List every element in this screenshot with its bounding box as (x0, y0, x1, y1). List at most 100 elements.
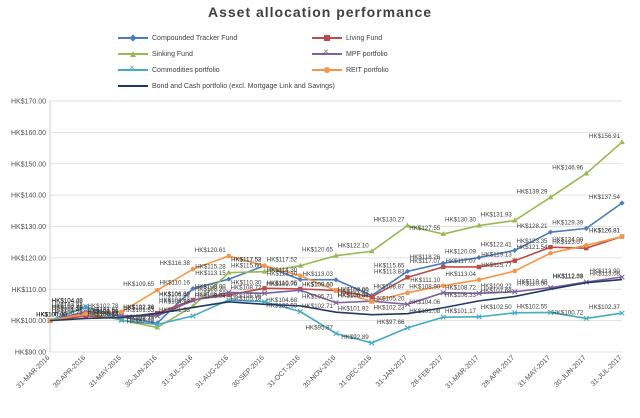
data-point (297, 276, 303, 283)
data-label: HK$105.20 (374, 295, 406, 302)
data-point (547, 229, 554, 235)
marker-stroke (369, 340, 375, 346)
legend-line (118, 69, 148, 71)
x-tick-label: 30-APR-2016 (52, 354, 87, 389)
x-tick-label: 30-JUN-2017 (553, 354, 587, 388)
data-point (583, 225, 589, 231)
data-point (154, 321, 160, 328)
data-label: HK$101.53 (159, 307, 191, 314)
data-label: HK$102.92 (52, 303, 84, 310)
data-label: HK$109.65 (123, 281, 155, 288)
data-label: HK$102.55 (517, 303, 549, 310)
data-point (476, 264, 482, 270)
marker-stroke (619, 310, 625, 316)
data-point (297, 262, 304, 268)
marker-stroke (619, 274, 625, 280)
data-point (583, 315, 589, 322)
data-point (583, 243, 589, 248)
legend-swatch (312, 63, 342, 77)
data-label: HK$139.29 (517, 188, 549, 195)
data-point (619, 274, 625, 280)
series-line (49, 141, 623, 329)
chart-title: Asset allocation performance (207, 4, 433, 20)
legend-label: Compounded Tracker Fund (152, 34, 238, 42)
x-tick-label: 31-JUL-2017 (590, 354, 624, 388)
data-label: HK$101.08 (409, 308, 441, 315)
x-tick-label: 30-NOV-2016 (302, 354, 337, 389)
data-label: HK$117.53 (231, 257, 262, 264)
data-point (512, 258, 517, 263)
x-tick-label: 30-SEP-2016 (231, 354, 266, 389)
data-label: HK$129.39 (552, 219, 584, 226)
data-point (476, 290, 482, 297)
data-label: HK$100.00 (36, 312, 68, 319)
data-point (333, 277, 339, 283)
data-label: HK$120.09 (445, 249, 477, 256)
data-label: HK$106.33 (445, 292, 477, 299)
data-label: HK$146.96 (552, 164, 584, 171)
legend-swatch: ✕ (312, 47, 342, 61)
data-label: HK$105.96 (231, 293, 263, 300)
data-label: HK$100.00 (36, 312, 68, 319)
data-label: HK$100.00 (36, 312, 68, 319)
marker-stroke (226, 289, 232, 296)
marker-stroke (154, 313, 160, 319)
data-point (261, 299, 268, 305)
data-label: HK$115.77 (481, 262, 512, 269)
data-point (297, 273, 303, 279)
data-point (547, 194, 554, 200)
data-label: HK$102.36 (123, 304, 155, 311)
data-label: HK$105.18 (231, 295, 263, 302)
data-point (333, 300, 339, 306)
series-2-labels: HK$100.00HK$102.48HK$100.23HK$97.78HK$10… (36, 133, 621, 325)
x-tick-label: 31-JUL-2016 (161, 354, 195, 388)
legend-label: Living Fund (346, 34, 383, 42)
data-label: HK$128.21 (517, 223, 549, 230)
series-4-labels: HK$100.00HK$104.49HK$100.14HK$98.79HK$10… (36, 291, 621, 341)
data-label: HK$123.35 (517, 238, 549, 245)
legend-item: Living Fund (312, 31, 382, 45)
data-point (440, 290, 446, 296)
data-label: HK$108.72 (231, 284, 263, 291)
data-label: HK$110.05 (267, 280, 298, 287)
data-point (261, 268, 268, 274)
data-point (512, 289, 518, 295)
data-point (404, 222, 411, 228)
data-label: HK$127.55 (409, 225, 441, 232)
data-point (369, 340, 375, 346)
data-label: HK$97.78 (127, 319, 155, 326)
data-label: HK$114.30 (267, 267, 298, 274)
data-label: HK$113.04 (445, 271, 476, 278)
data-label: HK$104.18 (159, 298, 191, 305)
data-point (226, 253, 232, 259)
data-point (297, 308, 303, 315)
marker-stroke (297, 308, 303, 315)
data-label: HK$109.60 (302, 282, 334, 289)
data-point (548, 250, 553, 256)
data-point (190, 313, 196, 319)
data-point (298, 286, 303, 292)
data-label: HK$126.81 (589, 228, 621, 235)
data-label: HK$113.10 (267, 271, 298, 278)
data-point (405, 290, 410, 296)
data-point (440, 231, 447, 237)
data-label: HK$117.07 (445, 258, 476, 265)
legend-swatch (118, 31, 148, 45)
legend-marker (324, 35, 330, 41)
data-label: HK$109.00 (195, 283, 227, 290)
x-tick-label: 28-APR-2017 (481, 354, 516, 389)
data-label: HK$102.37 (589, 304, 621, 311)
data-label: HK$100.00 (36, 312, 68, 319)
data-point (476, 277, 482, 283)
data-label: HK$100.14 (88, 311, 120, 318)
data-label: HK$121.54 (517, 244, 549, 251)
marker-stroke (118, 317, 125, 324)
data-label: HK$110.00 (517, 280, 548, 287)
data-point (226, 292, 231, 298)
data-label: HK$107.68 (481, 287, 513, 294)
x-tick-label: 31-MAY-2016 (88, 354, 123, 389)
y-tick-label: HK$120.00 (11, 255, 46, 262)
data-label: HK$106.42 (159, 292, 191, 299)
data-label: HK$156.91 (589, 133, 621, 140)
